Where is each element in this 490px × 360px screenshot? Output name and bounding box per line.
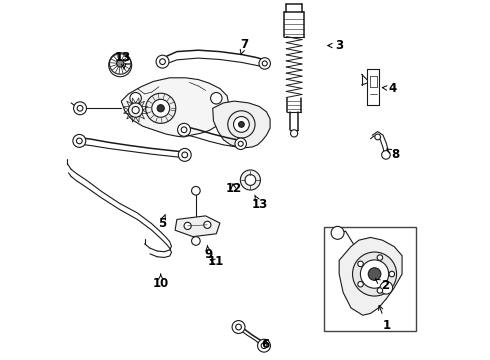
Text: 10: 10 — [152, 274, 169, 290]
Text: 11: 11 — [207, 255, 224, 268]
Text: 12: 12 — [225, 182, 242, 195]
Text: 3: 3 — [328, 39, 343, 52]
Text: 13: 13 — [115, 51, 131, 69]
Polygon shape — [339, 238, 402, 315]
Circle shape — [368, 268, 381, 280]
Circle shape — [192, 186, 200, 195]
Circle shape — [181, 127, 187, 133]
Circle shape — [204, 221, 211, 228]
Circle shape — [157, 105, 164, 112]
Text: 8: 8 — [387, 148, 399, 161]
Circle shape — [182, 152, 188, 158]
Circle shape — [389, 271, 394, 277]
Circle shape — [192, 237, 200, 245]
Circle shape — [232, 320, 245, 333]
Circle shape — [160, 59, 166, 64]
Circle shape — [109, 53, 131, 74]
Circle shape — [331, 226, 344, 239]
Bar — [324, 226, 416, 330]
Circle shape — [258, 339, 270, 352]
Circle shape — [240, 170, 260, 190]
Circle shape — [352, 252, 396, 296]
Polygon shape — [122, 78, 229, 137]
Circle shape — [177, 123, 191, 136]
Text: 5: 5 — [158, 215, 166, 230]
Text: 6: 6 — [262, 338, 270, 351]
Text: 7: 7 — [240, 38, 248, 54]
Text: 4: 4 — [382, 82, 397, 95]
Circle shape — [146, 93, 176, 123]
Circle shape — [184, 222, 191, 229]
Circle shape — [132, 107, 139, 114]
Circle shape — [76, 138, 82, 144]
Circle shape — [380, 282, 392, 294]
Circle shape — [73, 134, 86, 147]
Circle shape — [358, 261, 363, 267]
Circle shape — [178, 148, 191, 161]
Circle shape — [377, 255, 383, 260]
Circle shape — [117, 60, 124, 67]
Circle shape — [261, 343, 267, 348]
Circle shape — [262, 61, 267, 66]
Circle shape — [130, 93, 141, 104]
Circle shape — [259, 58, 270, 69]
Circle shape — [234, 117, 249, 132]
Polygon shape — [175, 216, 220, 237]
Circle shape — [211, 93, 222, 104]
Polygon shape — [213, 101, 270, 148]
Text: 13: 13 — [251, 195, 268, 211]
Circle shape — [238, 141, 243, 146]
Circle shape — [128, 103, 143, 117]
Circle shape — [228, 111, 255, 138]
Circle shape — [156, 55, 169, 68]
Circle shape — [152, 99, 170, 117]
Circle shape — [74, 102, 87, 115]
Circle shape — [360, 260, 389, 288]
Text: 1: 1 — [379, 306, 391, 332]
Circle shape — [236, 324, 242, 330]
Circle shape — [245, 175, 256, 185]
Circle shape — [77, 105, 83, 111]
Circle shape — [235, 138, 246, 149]
Circle shape — [382, 150, 390, 159]
Circle shape — [375, 134, 381, 140]
Circle shape — [377, 288, 383, 293]
Circle shape — [239, 122, 245, 127]
Circle shape — [358, 282, 363, 287]
Circle shape — [291, 130, 298, 137]
Text: 2: 2 — [375, 279, 389, 292]
Text: 9: 9 — [204, 245, 213, 261]
